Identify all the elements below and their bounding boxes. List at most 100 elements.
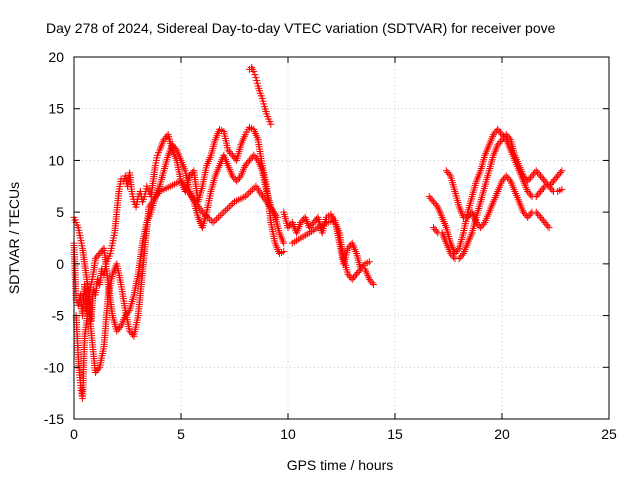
data-point-interp: [226, 148, 234, 156]
data-point-interp: [187, 170, 195, 178]
data-point-interp: [360, 262, 368, 270]
data-point-interp: [534, 210, 542, 218]
data-point-interp: [214, 213, 222, 221]
data-point-interp: [211, 217, 219, 225]
data-point-interp: [501, 134, 509, 142]
x-tick-label: 10: [280, 426, 296, 442]
data-point-interp: [538, 186, 546, 194]
data-point: [245, 156, 253, 164]
data-point-interp: [449, 253, 457, 261]
data-point: [498, 131, 506, 139]
data-point-interp: [539, 184, 547, 192]
data-point-interp: [445, 170, 453, 178]
data-point: [280, 239, 288, 247]
data-point-interp: [525, 189, 533, 197]
x-tick-label: 5: [177, 426, 185, 442]
data-point-interp: [505, 175, 513, 183]
y-tick-label: 5: [56, 204, 64, 220]
data-point-interp: [525, 212, 533, 220]
y-tick-label: 15: [48, 101, 64, 117]
data-point-interp: [499, 132, 507, 140]
data-point: [498, 177, 506, 185]
y-tick-label: -15: [44, 411, 64, 427]
data-point: [489, 131, 497, 139]
data-point: [430, 198, 438, 206]
data-point-interp: [539, 217, 547, 225]
data-point-interp: [495, 127, 503, 135]
data-point: [451, 250, 459, 258]
data-point: [541, 218, 549, 226]
data-point-interp: [97, 248, 105, 256]
data-point-interp: [478, 222, 486, 230]
data-point-interp: [555, 170, 563, 178]
data-point: [545, 182, 553, 190]
data-point-interp: [235, 174, 243, 182]
data-point-interp: [535, 170, 543, 178]
data-point-interp: [432, 201, 440, 209]
data-point: [464, 213, 472, 221]
data-point: [228, 172, 236, 180]
data-point-interp: [345, 243, 353, 251]
data-point: [228, 151, 236, 159]
x-tick-label: 20: [494, 426, 510, 442]
data-point-interp: [525, 175, 533, 183]
data-point: [220, 208, 228, 216]
data-point-interp: [243, 191, 251, 199]
data-point: [442, 167, 450, 175]
data-point-interp: [202, 212, 210, 220]
data-point-interp: [234, 175, 242, 183]
data-point: [250, 67, 258, 75]
data-point-interp: [227, 201, 235, 209]
data-point-interp: [527, 210, 535, 218]
data-point-interp: [93, 367, 101, 375]
data-point: [198, 208, 206, 216]
data-point: [537, 187, 545, 195]
data-point-interp: [311, 217, 319, 225]
data-point: [528, 172, 536, 180]
data-point-interp: [251, 71, 259, 79]
data-point-interp: [548, 179, 556, 187]
data-point-interp: [527, 174, 535, 182]
data-point: [310, 218, 318, 226]
data-point: [357, 265, 365, 273]
data-point: [352, 270, 360, 278]
data-point-interp: [431, 200, 439, 208]
data-point-interp: [350, 274, 358, 282]
data-point: [545, 224, 553, 232]
data-point-interp: [551, 175, 559, 183]
data-point: [233, 177, 241, 185]
data-point: [370, 281, 378, 289]
data-point-interp: [298, 217, 306, 225]
data-point: [91, 255, 99, 263]
data-point: [532, 208, 540, 216]
data-point: [477, 224, 485, 232]
x-tick-label: 15: [387, 426, 403, 442]
plot-frame: [73, 56, 610, 420]
data-point: [344, 244, 352, 252]
grid: [74, 57, 609, 419]
data-point-interp: [225, 203, 233, 211]
data-point: [241, 162, 249, 170]
data-point-interp: [448, 251, 456, 259]
data-point-interp: [432, 227, 440, 235]
y-tick-label: -5: [52, 308, 65, 324]
data-point-interp: [358, 263, 366, 271]
data-point-interp: [116, 324, 124, 332]
data-point-interp: [556, 168, 564, 176]
data-point-interp: [355, 267, 363, 275]
data-point: [537, 213, 545, 221]
data-point-interp: [548, 186, 556, 194]
data-point-interp: [114, 325, 122, 333]
data-point: [554, 172, 562, 180]
data-point-interp: [354, 268, 362, 276]
data-point-interp: [213, 215, 221, 223]
data-point: [524, 187, 532, 195]
data-point-interp: [351, 272, 359, 280]
data-point-interp: [204, 213, 212, 221]
data-point-interp: [497, 137, 505, 145]
data-point: [524, 213, 532, 221]
data-point-interp: [243, 160, 251, 168]
data-point-interp: [547, 181, 555, 189]
y-axis-label: SDTVAR / TECUs: [6, 182, 22, 294]
